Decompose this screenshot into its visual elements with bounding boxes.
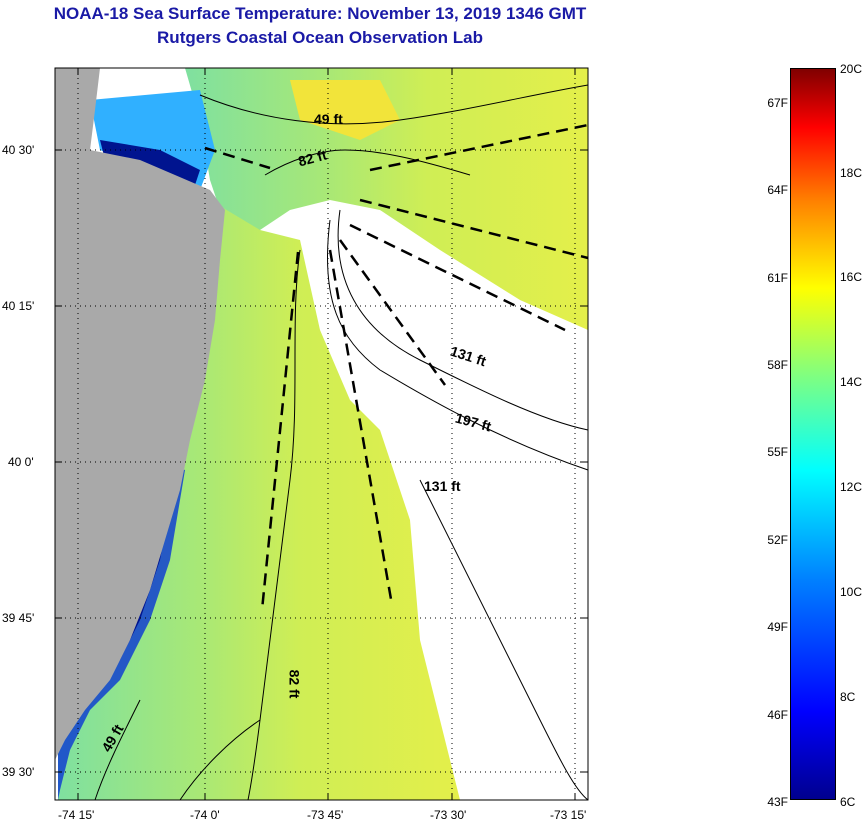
map-subtitle: Rutgers Coastal Ocean Observation Lab <box>157 28 483 47</box>
colorbar-f-label: 46F <box>767 708 788 722</box>
map-border <box>54 67 589 801</box>
lon-label: -73 45' <box>307 808 344 822</box>
colorbar-c-label: 20C <box>840 62 863 76</box>
lat-label: 40 0' <box>8 455 34 469</box>
land <box>55 68 225 760</box>
colorbar-c-label: 18C <box>840 166 863 180</box>
colorbar-c-label: 16C <box>840 270 863 284</box>
colorbar-f-label: 67F <box>767 96 788 110</box>
temperature-colorbar <box>790 68 836 800</box>
shipping-lanes <box>204 123 589 611</box>
colorbar-c-label: 8C <box>840 690 856 704</box>
lon-label: -74 0' <box>190 808 220 822</box>
colorbar-f-label: 55F <box>767 445 788 459</box>
colorbar-c-label: 10C <box>840 585 863 599</box>
lon-label: -73 15' <box>550 808 587 822</box>
lat-label: 39 45' <box>2 611 35 625</box>
lon-label: -74 15' <box>58 808 95 822</box>
sst-cold-bay-dark <box>100 140 200 185</box>
colorbar-f-label: 49F <box>767 620 788 634</box>
colorbar-f-label: 43F <box>767 795 788 809</box>
lat-label: 39 30' <box>2 765 35 779</box>
colorbar-f-label: 58F <box>767 358 788 372</box>
colorbar-c-label: 6C <box>840 795 856 809</box>
colorbar-c-label: 14C <box>840 375 863 389</box>
colorbar-f-label: 64F <box>767 183 788 197</box>
lon-label: -73 30' <box>430 808 467 822</box>
map-title: NOAA-18 Sea Surface Temperature: Novembe… <box>53 4 587 23</box>
sst-field-north <box>185 68 588 330</box>
depth-label: 131 ft <box>424 478 461 494</box>
lat-label: 40 15' <box>2 299 35 313</box>
depth-contours <box>94 84 589 801</box>
sst-field-main <box>58 200 460 800</box>
colorbar-f-label: 52F <box>767 533 788 547</box>
sst-warm-patch <box>290 80 400 140</box>
depth-label: 49 ft <box>314 111 343 127</box>
lat-label: 40 30' <box>2 143 35 157</box>
colorbar-c-label: 12C <box>840 480 863 494</box>
graticule <box>55 68 588 800</box>
frame-ticks <box>55 68 588 800</box>
colorbar-f-label: 61F <box>767 271 788 285</box>
depth-label: 82 ft <box>286 669 303 699</box>
